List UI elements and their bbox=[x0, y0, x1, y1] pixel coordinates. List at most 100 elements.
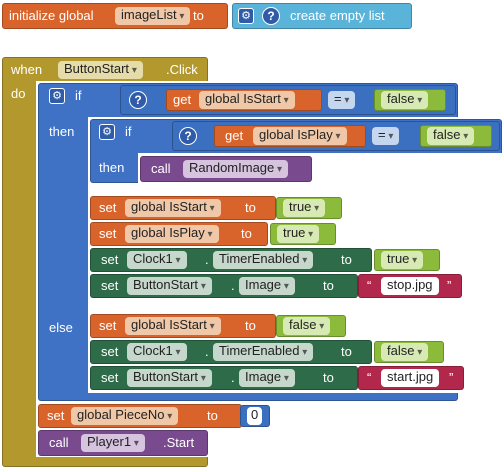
number-block[interactable]: 0 bbox=[240, 405, 270, 427]
gear-icon[interactable]: ⚙ bbox=[49, 88, 65, 104]
boolean-dropdown[interactable]: false bbox=[381, 91, 429, 109]
call-label: call bbox=[151, 161, 171, 176]
set-label: set bbox=[99, 318, 117, 333]
initialize-global-label: initialize global bbox=[9, 8, 94, 23]
procedure-dropdown[interactable]: RandomImage bbox=[183, 160, 289, 178]
initialize-global-block[interactable]: initialize global imageList to bbox=[2, 3, 228, 29]
true-block[interactable]: true bbox=[270, 223, 336, 245]
to-label: to bbox=[341, 252, 352, 267]
set-label: set bbox=[101, 344, 119, 359]
event-component-dropdown[interactable]: ButtonStart bbox=[58, 61, 143, 79]
false-block[interactable]: false bbox=[276, 315, 346, 337]
set-variable-dropdown[interactable]: global IsStart bbox=[125, 317, 221, 335]
boolean-dropdown[interactable]: false bbox=[283, 317, 331, 335]
component-dropdown[interactable]: ButtonStart bbox=[127, 277, 212, 295]
get-global-isstart-block[interactable]: get global IsStart bbox=[166, 89, 322, 111]
help-icon[interactable]: ? bbox=[129, 91, 147, 109]
text-string-block[interactable]: “ stop.jpg ” bbox=[358, 274, 462, 298]
do-label: do bbox=[11, 86, 26, 101]
to-label: to bbox=[341, 344, 352, 359]
create-empty-list-block[interactable]: ⚙ ? create empty list bbox=[232, 3, 412, 29]
gear-icon[interactable]: ⚙ bbox=[99, 124, 115, 140]
text-value-field[interactable]: stop.jpg bbox=[381, 277, 439, 295]
to-label: to bbox=[323, 278, 334, 293]
set-global-isstart-block[interactable]: set global IsStart to bbox=[90, 196, 276, 220]
true-block[interactable]: true bbox=[374, 249, 440, 271]
property-dropdown[interactable]: TimerEnabled bbox=[213, 343, 314, 361]
boolean-dropdown[interactable]: true bbox=[381, 251, 424, 269]
get-variable-dropdown[interactable]: global IsStart bbox=[199, 91, 295, 109]
to-label: to bbox=[323, 370, 334, 385]
call-player1-start-block[interactable]: call Player1 .Start bbox=[38, 430, 208, 456]
help-icon[interactable]: ? bbox=[262, 7, 280, 25]
set-clock1-timerenabled-block[interactable]: set Clock1 . TimerEnabled to bbox=[90, 340, 372, 364]
set-global-isplay-block[interactable]: set global IsPlay to bbox=[90, 222, 268, 246]
false-block[interactable]: false bbox=[420, 125, 492, 147]
property-dropdown[interactable]: TimerEnabled bbox=[213, 251, 314, 269]
else-label: else bbox=[49, 320, 73, 335]
boolean-dropdown[interactable]: true bbox=[277, 225, 320, 243]
quote-close: ” bbox=[449, 370, 454, 385]
quote-open: “ bbox=[367, 370, 372, 385]
method-label: .Start bbox=[163, 435, 195, 450]
set-label: set bbox=[99, 226, 117, 241]
set-buttonstart-image-block[interactable]: set ButtonStart . Image to bbox=[90, 366, 358, 390]
get-variable-dropdown[interactable]: global IsPlay bbox=[253, 127, 347, 145]
set-global-isstart-block[interactable]: set global IsStart to bbox=[90, 314, 276, 338]
gear-icon[interactable]: ⚙ bbox=[238, 8, 254, 24]
quote-open: “ bbox=[367, 278, 372, 293]
set-label: set bbox=[101, 252, 119, 267]
component-dropdown[interactable]: Player1 bbox=[81, 434, 145, 452]
to-label: to bbox=[245, 318, 256, 333]
set-global-pieceno-block[interactable]: set global PieceNo to bbox=[38, 404, 242, 428]
event-name-label: .Click bbox=[166, 62, 198, 77]
to-label: to bbox=[193, 8, 204, 23]
when-label: when bbox=[11, 62, 43, 77]
get-label: get bbox=[173, 92, 192, 107]
if-label: if bbox=[75, 88, 82, 103]
set-label: set bbox=[101, 370, 119, 385]
set-variable-dropdown[interactable]: global IsStart bbox=[125, 199, 221, 217]
quote-close: ” bbox=[447, 278, 452, 293]
number-value-field[interactable]: 0 bbox=[247, 407, 263, 425]
component-dropdown[interactable]: ButtonStart bbox=[127, 369, 212, 387]
dot-label: . bbox=[231, 278, 235, 293]
compare-operator-dropdown[interactable]: = bbox=[372, 127, 400, 145]
text-value-field[interactable]: start.jpg bbox=[381, 369, 440, 387]
compare-operator-dropdown[interactable]: = bbox=[328, 91, 356, 109]
true-block[interactable]: true bbox=[276, 197, 342, 219]
variable-name-field[interactable]: imageList bbox=[115, 7, 191, 25]
dot-label: . bbox=[205, 344, 209, 359]
call-label: call bbox=[49, 435, 69, 450]
set-clock1-timerenabled-block[interactable]: set Clock1 . TimerEnabled to bbox=[90, 248, 372, 272]
component-dropdown[interactable]: Clock1 bbox=[127, 343, 187, 361]
false-block[interactable]: false bbox=[374, 89, 446, 111]
property-dropdown[interactable]: Image bbox=[239, 277, 295, 295]
set-label: set bbox=[47, 408, 65, 423]
set-variable-dropdown[interactable]: global PieceNo bbox=[71, 407, 179, 425]
set-buttonstart-image-block[interactable]: set ButtonStart . Image to bbox=[90, 274, 358, 298]
create-empty-list-label: create empty list bbox=[290, 8, 385, 23]
then-label: then bbox=[49, 124, 75, 139]
to-label: to bbox=[241, 226, 252, 241]
text-string-block[interactable]: “ start.jpg ” bbox=[358, 366, 464, 390]
set-variable-dropdown[interactable]: global IsPlay bbox=[125, 225, 219, 243]
boolean-dropdown[interactable]: false bbox=[427, 127, 475, 145]
set-label: set bbox=[101, 278, 119, 293]
component-dropdown[interactable]: Clock1 bbox=[127, 251, 187, 269]
get-label: get bbox=[225, 128, 244, 143]
property-dropdown[interactable]: Image bbox=[239, 369, 295, 387]
to-label: to bbox=[245, 200, 256, 215]
dot-label: . bbox=[205, 252, 209, 267]
then-label: then bbox=[99, 160, 125, 175]
help-icon[interactable]: ? bbox=[179, 127, 197, 145]
to-label: to bbox=[207, 408, 218, 423]
set-label: set bbox=[99, 200, 117, 215]
dot-label: . bbox=[231, 370, 235, 385]
boolean-dropdown[interactable]: false bbox=[381, 343, 429, 361]
boolean-dropdown[interactable]: true bbox=[283, 199, 326, 217]
call-randomimage-block[interactable]: call RandomImage bbox=[140, 156, 312, 182]
false-block[interactable]: false bbox=[374, 341, 444, 363]
get-global-isplay-block[interactable]: get global IsPlay bbox=[214, 125, 366, 147]
if-label: if bbox=[125, 124, 132, 139]
